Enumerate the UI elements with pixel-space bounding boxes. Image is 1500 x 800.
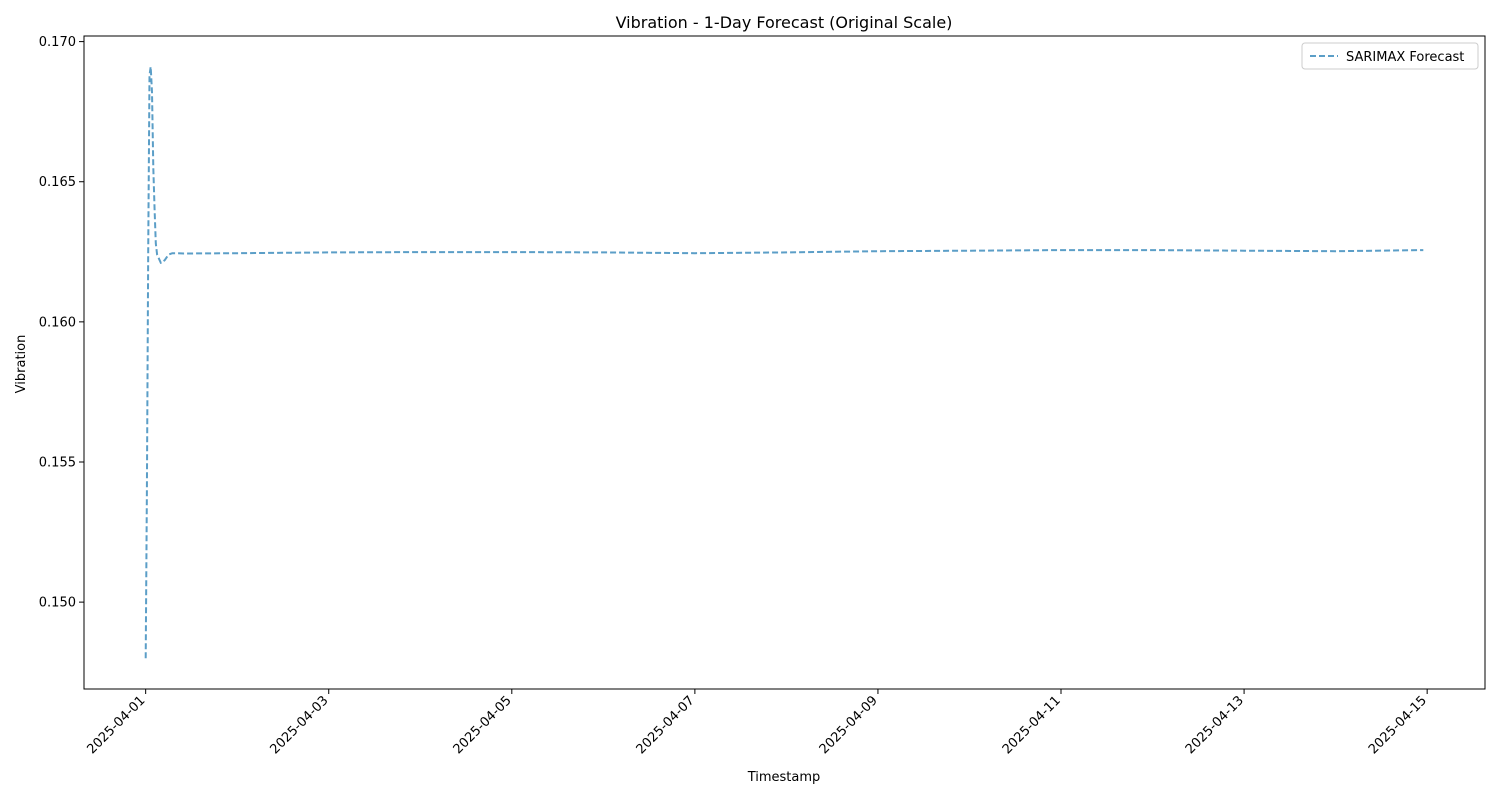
legend-label: SARIMAX Forecast	[1346, 50, 1464, 65]
y-tick-label: 0.160	[39, 315, 76, 330]
x-tick-label: 2025-04-11	[1000, 693, 1064, 757]
x-tick-label: 2025-04-15	[1366, 693, 1430, 757]
legend-box	[1301, 42, 1479, 70]
y-tick-label: 0.150	[39, 596, 76, 611]
series-line-sarimax-forecast	[144, 65, 1424, 659]
x-tick-label: 2025-04-03	[268, 693, 332, 757]
x-axis-title: Timestamp	[747, 770, 821, 785]
y-tick-label: 0.165	[39, 175, 76, 190]
x-tick-label: 2025-04-13	[1183, 693, 1247, 757]
x-tick-label: 2025-04-07	[634, 693, 698, 757]
chart-title: Vibration - 1-Day Forecast (Original Sca…	[616, 13, 953, 32]
x-tick-label: 2025-04-05	[451, 693, 515, 757]
x-axis-ticks: 2025-04-01 2025-04-03 2025-04-05 2025-04-07…	[84, 689, 1430, 757]
plot-area-frame	[83, 35, 1486, 690]
y-axis-ticks: 0.150 0.155 0.160 0.165 0.170	[39, 35, 84, 611]
y-tick-label: 0.170	[39, 35, 76, 50]
x-tick-label: 2025-04-01	[84, 693, 148, 757]
y-tick-label: 0.155	[39, 455, 76, 470]
y-axis-title: Vibration	[14, 335, 29, 394]
legend: SARIMAX Forecast	[1301, 42, 1479, 70]
series-layer	[144, 65, 1424, 659]
x-tick-label: 2025-04-09	[817, 693, 881, 757]
